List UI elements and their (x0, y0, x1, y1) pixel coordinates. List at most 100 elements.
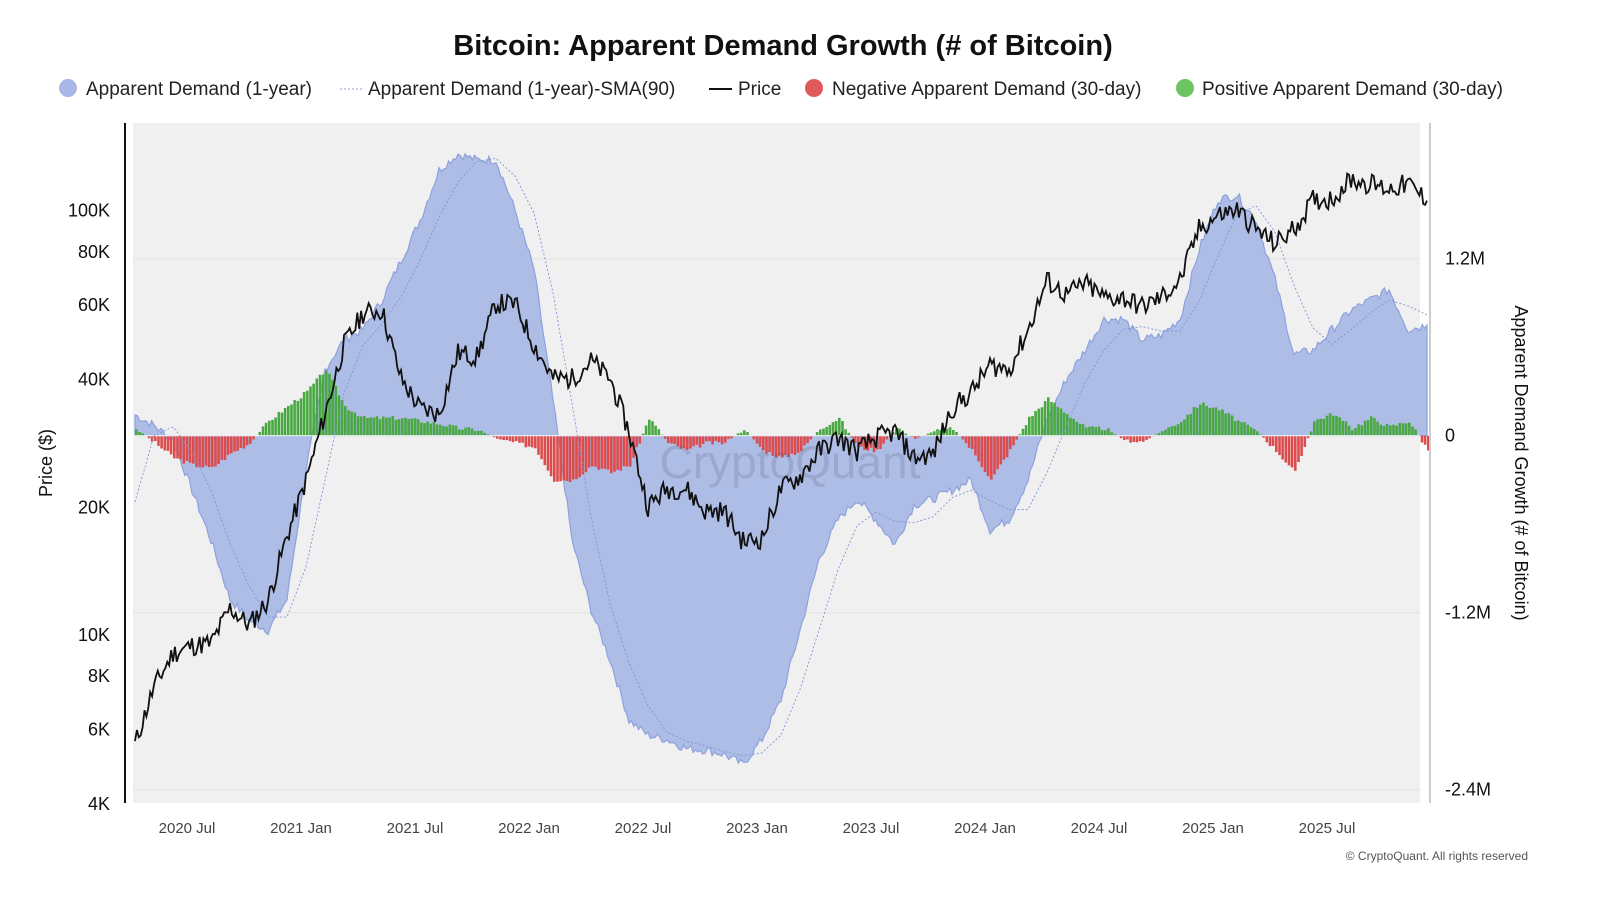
negative-demand-bar (1145, 435, 1148, 440)
positive-demand-bar (1243, 422, 1246, 436)
positive-demand-bar (1252, 428, 1256, 436)
positive-demand-bar (1176, 424, 1180, 436)
negative-demand-bar (686, 435, 689, 450)
positive-demand-bar (1230, 415, 1234, 436)
positive-demand-bar (1088, 426, 1091, 436)
negative-demand-bar (603, 435, 607, 469)
x-tick-label: 2021 Jul (387, 820, 444, 837)
negative-demand-bar (790, 435, 794, 454)
left-axis-title: Price ($) (36, 429, 56, 497)
positive-demand-bar (1249, 427, 1253, 436)
legend-item-apparent-demand[interactable]: Apparent Demand (1-year) (59, 79, 312, 100)
positive-demand-bar (470, 428, 474, 436)
negative-demand-bar (217, 435, 220, 464)
positive-demand-bar (1395, 425, 1398, 436)
negative-demand-bar (616, 435, 619, 470)
positive-demand-bar (1173, 425, 1177, 436)
positive-demand-bar (1192, 407, 1196, 436)
negative-demand-bar (879, 435, 882, 449)
left-tick-label: 40K (78, 370, 110, 390)
positive-demand-bar (287, 405, 290, 436)
legend-label: Apparent Demand (1-year) (86, 79, 312, 100)
positive-demand-bar (429, 423, 433, 436)
positive-demand-bar (926, 433, 930, 436)
negative-demand-bar (606, 435, 610, 470)
negative-demand-bar (1281, 435, 1284, 460)
positive-demand-bar (1183, 419, 1186, 436)
positive-demand-bar (1034, 411, 1037, 436)
legend-item-negative[interactable]: Negative Apparent Demand (30-day) (805, 79, 1141, 100)
positive-demand-bar (1404, 423, 1408, 436)
negative-demand-bar (252, 435, 255, 440)
positive-demand-bar (815, 432, 819, 436)
positive-demand-bar (1066, 414, 1069, 436)
negative-demand-bar (717, 435, 721, 443)
negative-demand-bar (242, 435, 246, 449)
positive-demand-bar (363, 416, 366, 436)
x-tick-label: 2025 Jan (1182, 820, 1244, 837)
negative-demand-bar (1012, 435, 1015, 446)
negative-demand-bar (857, 435, 860, 448)
positive-demand-bar (1335, 415, 1338, 436)
negative-demand-bar (223, 435, 227, 461)
negative-demand-bar (581, 435, 585, 475)
x-tick-label: 2023 Jan (726, 820, 788, 837)
negative-demand-bar (682, 435, 686, 448)
positive-demand-bar (1385, 423, 1389, 436)
positive-demand-bar (385, 417, 388, 436)
negative-demand-bar (964, 435, 968, 443)
negative-demand-bar (755, 435, 759, 444)
legend-item-sma[interactable]: Apparent Demand (1-year)-SMA(90) (340, 79, 675, 100)
positive-demand-bar (312, 383, 315, 436)
negative-demand-bar (961, 435, 965, 440)
negative-demand-bar (793, 435, 797, 455)
positive-demand-bar (401, 418, 404, 436)
positive-demand-bar (1167, 427, 1170, 436)
positive-demand-bar (366, 418, 369, 436)
negative-demand-bar (543, 435, 547, 466)
positive-demand-bar (904, 433, 908, 436)
negative-demand-bar (518, 435, 521, 443)
negative-demand-bar (496, 435, 499, 439)
negative-demand-bar (619, 435, 623, 471)
negative-demand-bar (201, 435, 205, 468)
positive-demand-bar (1157, 433, 1161, 436)
positive-demand-bar (1180, 421, 1183, 436)
negative-demand-bar (1009, 435, 1012, 450)
positive-demand-bar (350, 411, 353, 436)
positive-demand-bar (651, 421, 654, 436)
positive-demand-bar (283, 408, 287, 436)
negative-demand-bar (157, 435, 160, 446)
legend-item-price[interactable]: Price (709, 79, 781, 100)
negative-demand-bar (233, 435, 236, 452)
negative-demand-bar (850, 435, 854, 438)
positive-demand-bar (1069, 417, 1072, 436)
negative-demand-bar (562, 435, 566, 481)
positive-demand-bar (644, 425, 648, 436)
legend-item-positive[interactable]: Positive Apparent Demand (30-day) (1176, 79, 1503, 100)
positive-demand-bar (898, 428, 901, 436)
positive-demand-bar (844, 429, 847, 436)
positive-demand-bar (483, 432, 486, 436)
x-tick-label: 2024 Jul (1071, 820, 1128, 837)
positive-demand-bar (321, 374, 325, 436)
positive-demand-bar (1332, 415, 1335, 436)
positive-demand-bar (1110, 432, 1113, 436)
positive-demand-bar (841, 421, 844, 436)
negative-demand-bar (245, 435, 249, 446)
negative-demand-bar (1142, 435, 1145, 442)
positive-demand-bar (648, 419, 651, 436)
negative-demand-bar (610, 435, 613, 474)
negative-demand-bar (806, 435, 809, 444)
positive-demand-bar (1214, 407, 1218, 436)
positive-demand-bar (1218, 410, 1221, 436)
negative-demand-bar (1275, 435, 1278, 452)
positive-demand-bar (1154, 434, 1158, 436)
positive-demand-bar (410, 418, 414, 436)
negative-demand-bar (701, 435, 705, 444)
positive-demand-bar (432, 421, 436, 436)
positive-demand-bar (955, 432, 958, 436)
positive-demand-bar (388, 417, 391, 436)
positive-demand-bar (936, 429, 939, 436)
negative-demand-bar (534, 435, 537, 449)
